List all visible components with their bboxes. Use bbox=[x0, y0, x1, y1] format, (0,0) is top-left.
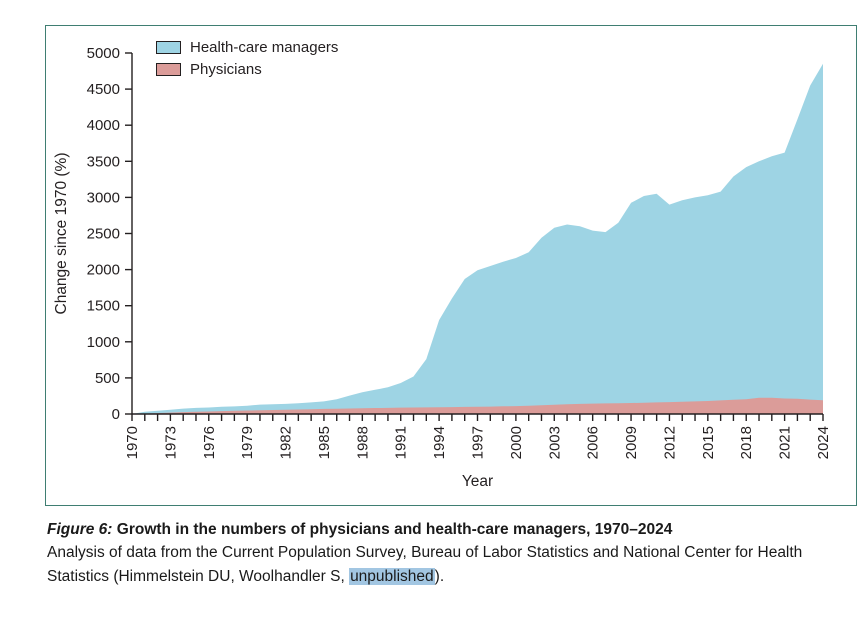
series-area-0 bbox=[132, 63, 823, 415]
x-tick-label: 2009 bbox=[623, 426, 640, 459]
x-tick-label: 1985 bbox=[316, 426, 333, 459]
series-area-1 bbox=[132, 397, 823, 414]
x-tick-label: 2018 bbox=[738, 426, 755, 459]
x-tick-label: 1973 bbox=[162, 426, 179, 459]
x-tick-label: 1994 bbox=[431, 426, 448, 459]
figure-number: Figure 6: bbox=[47, 521, 113, 538]
x-tick-label: 2012 bbox=[661, 426, 678, 459]
x-tick-label: 1997 bbox=[470, 426, 487, 459]
y-tick-label: 1500 bbox=[87, 298, 120, 315]
caption-body-suffix: ). bbox=[434, 567, 445, 585]
x-axis-title: Year bbox=[462, 473, 493, 490]
y-tick-label: 1000 bbox=[87, 334, 120, 351]
x-tick-label: 2000 bbox=[508, 426, 525, 459]
x-tick-label: 2006 bbox=[585, 426, 602, 459]
x-tick-label: 1988 bbox=[354, 426, 371, 459]
x-tick-label: 2024 bbox=[815, 426, 832, 459]
y-tick-label: 3500 bbox=[87, 153, 120, 170]
x-tick-label: 1976 bbox=[201, 426, 218, 459]
legend-item-physicians: Physicians bbox=[156, 61, 338, 78]
legend-item-managers: Health-care managers bbox=[156, 39, 338, 56]
x-tick-label: 2003 bbox=[546, 426, 563, 459]
managers-swatch-icon bbox=[156, 41, 181, 54]
y-axis-title: Change since 1970 (%) bbox=[53, 153, 70, 315]
legend-label-managers: Health-care managers bbox=[190, 39, 339, 56]
y-tick-label: 500 bbox=[95, 370, 120, 387]
chart-legend: Health-care managers Physicians bbox=[156, 39, 338, 83]
caption-body-text: Analysis of data from the Current Popula… bbox=[47, 544, 803, 585]
physicians-swatch-icon bbox=[156, 63, 181, 76]
y-tick-label: 2500 bbox=[87, 226, 120, 243]
y-tick-label: 2000 bbox=[87, 262, 120, 279]
y-tick-label: 4500 bbox=[87, 81, 120, 98]
y-tick-label: 3000 bbox=[87, 189, 120, 206]
figure-caption: Figure 6: Growth in the numbers of physi… bbox=[47, 518, 842, 588]
x-tick-label: 1991 bbox=[393, 426, 410, 459]
y-tick-label: 0 bbox=[112, 406, 120, 423]
x-tick-label: 2021 bbox=[777, 426, 794, 459]
y-tick-label: 5000 bbox=[87, 45, 120, 62]
x-tick-label: 2015 bbox=[700, 426, 717, 459]
y-tick-label: 4000 bbox=[87, 117, 120, 134]
caption-body-line: Analysis of data from the Current Popula… bbox=[47, 541, 842, 588]
caption-title-text: Growth in the numbers of physicians and … bbox=[112, 521, 673, 538]
unpublished-highlight: unpublished bbox=[349, 567, 435, 585]
figure-panel: 0 500 1000 1500 2000 2500 3000 3500 4000 4500 5000… bbox=[45, 25, 857, 506]
x-tick-label: 1982 bbox=[278, 426, 295, 459]
legend-label-physicians: Physicians bbox=[190, 61, 262, 78]
area-chart: 0 500 1000 1500 2000 2500 3000 3500 4000 4500 5000… bbox=[53, 45, 832, 490]
x-tick-label: 1979 bbox=[239, 426, 256, 459]
caption-title-line: Figure 6: Growth in the numbers of physi… bbox=[47, 518, 842, 541]
x-tick-label: 1970 bbox=[124, 426, 141, 459]
